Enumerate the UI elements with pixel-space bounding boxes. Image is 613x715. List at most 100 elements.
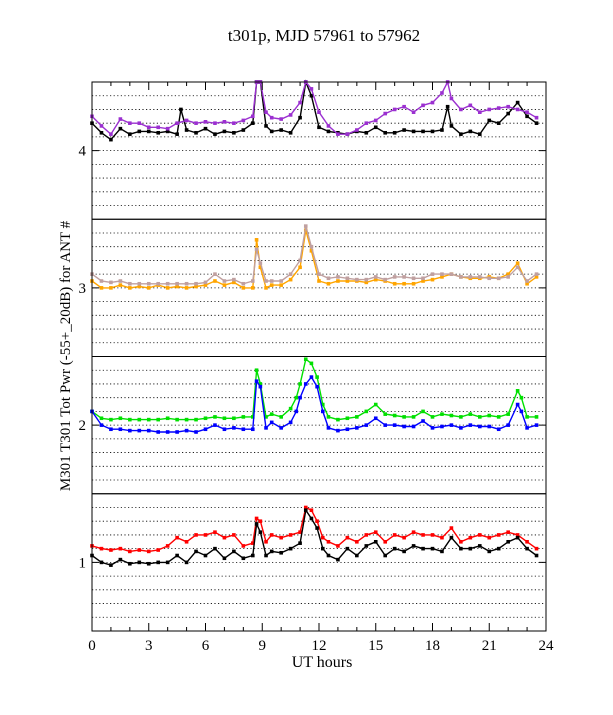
x-tick-label: 18 (425, 638, 440, 654)
y-axis-ticks: 4 3 2 1 (79, 144, 546, 571)
data-point (373, 402, 378, 407)
data-point (383, 130, 388, 135)
data-point (288, 272, 293, 276)
data-point (258, 265, 263, 270)
data-point (298, 265, 302, 270)
data-point (440, 272, 444, 276)
chart-title: t301p, MJD 57961 to 57962 (228, 26, 420, 45)
x-tick-label: 21 (482, 638, 497, 654)
data-point (373, 530, 378, 534)
data-point (288, 130, 293, 135)
series-line-ant2-1 (91, 357, 537, 421)
data-point (326, 553, 331, 558)
data-point (194, 130, 198, 135)
data-point (364, 533, 369, 537)
data-point (232, 121, 236, 125)
data-point (373, 416, 378, 421)
data-point (99, 546, 104, 551)
data-point (222, 535, 227, 540)
data-point (392, 533, 397, 537)
data-point (137, 284, 142, 289)
data-point (430, 272, 435, 276)
data-point (128, 281, 132, 286)
data-point (241, 427, 246, 432)
series-line-ant1-1 (91, 506, 537, 553)
data-point (118, 283, 123, 287)
data-point (232, 426, 236, 430)
data-point (203, 416, 208, 421)
data-point (402, 104, 406, 109)
data-point (137, 560, 142, 565)
data-point (487, 276, 492, 281)
data-point (118, 416, 123, 421)
data-point (109, 548, 113, 552)
data-point (487, 424, 492, 429)
data-point (250, 121, 255, 125)
data-point (487, 118, 492, 123)
data-point (118, 546, 123, 551)
data-point (156, 560, 161, 565)
data-point (137, 281, 142, 286)
data-point (373, 125, 378, 130)
data-point (534, 415, 539, 419)
data-point (430, 277, 435, 282)
data-point (525, 415, 529, 419)
data-point (430, 129, 435, 134)
data-point (254, 368, 259, 373)
data-point (477, 424, 482, 429)
data-point (184, 118, 189, 123)
data-point (175, 430, 179, 434)
data-point (519, 395, 524, 400)
data-point (373, 118, 378, 123)
data-point (515, 261, 520, 265)
data-point (315, 375, 319, 379)
data-point (421, 279, 425, 283)
data-point (326, 276, 331, 281)
data-point (254, 379, 259, 384)
data-point (222, 427, 227, 432)
data-point (279, 550, 283, 555)
data-point (440, 275, 444, 279)
data-point (258, 261, 263, 265)
data-point (128, 549, 132, 554)
data-point (309, 375, 314, 379)
series-layer (90, 79, 539, 567)
data-point (421, 533, 425, 537)
data-point (165, 126, 170, 131)
data-point (298, 100, 302, 105)
data-point (213, 546, 217, 551)
data-point (194, 284, 198, 289)
data-point (477, 415, 482, 419)
data-point (402, 128, 406, 132)
y-tick-label: 4 (79, 144, 87, 160)
data-point (496, 546, 501, 551)
data-point (109, 427, 113, 432)
data-point (165, 286, 170, 290)
data-point (232, 533, 236, 537)
data-point (534, 546, 539, 551)
x-axis-ticks: 0 3 6 9 12 15 18 21 24 (88, 82, 554, 654)
data-point (213, 272, 217, 276)
x-tick-label: 15 (368, 638, 383, 654)
data-point (459, 546, 463, 551)
data-point (137, 417, 142, 422)
data-point (194, 533, 198, 537)
data-point (496, 427, 501, 432)
data-point (506, 275, 510, 279)
data-point (213, 132, 217, 136)
data-point (430, 546, 435, 551)
data-point (392, 275, 397, 279)
data-point (99, 560, 104, 565)
data-point (128, 417, 132, 422)
data-point (326, 281, 331, 286)
data-point (269, 129, 274, 134)
data-point (99, 130, 104, 135)
data-point (449, 526, 454, 530)
y-tick-label: 2 (79, 418, 87, 434)
data-point (440, 412, 444, 416)
data-point (411, 424, 416, 429)
data-point (258, 519, 263, 523)
data-point (317, 125, 321, 130)
data-point (156, 130, 161, 135)
data-point (213, 530, 217, 534)
